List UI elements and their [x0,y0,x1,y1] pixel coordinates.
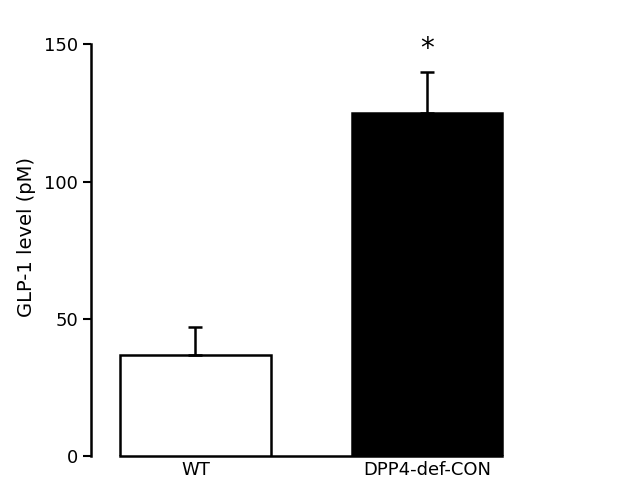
Bar [352,113,502,456]
Bar [120,355,271,456]
Y-axis label: GLP-1 level (pM): GLP-1 level (pM) [17,157,36,316]
Text: *: * [420,35,434,63]
